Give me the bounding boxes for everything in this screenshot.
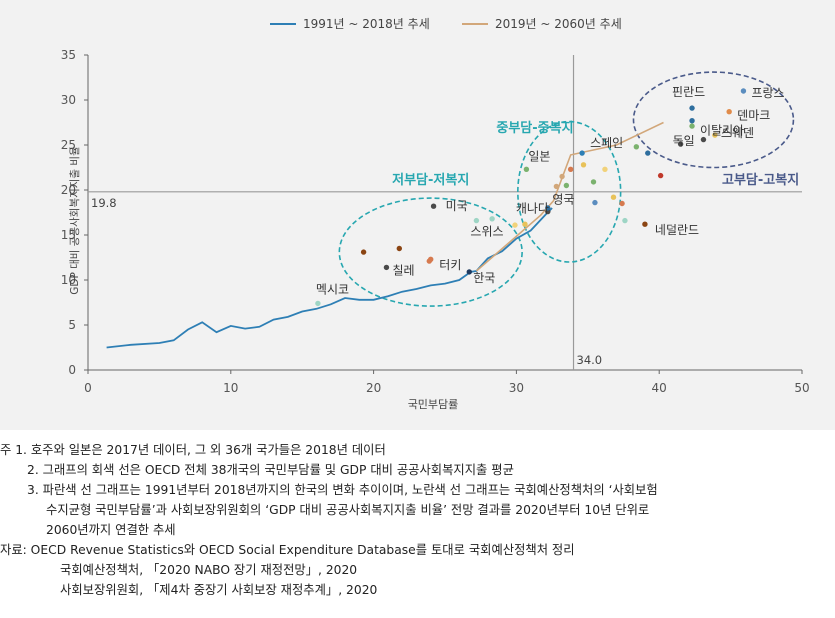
group-ellipse <box>517 120 622 263</box>
x-tick-label: 0 <box>84 381 92 395</box>
y-tick-label: 25 <box>61 138 76 152</box>
country-point <box>579 150 585 156</box>
y-tick-label: 10 <box>61 273 76 287</box>
note-3-line-1: 3. 파란색 선 그래프는 1991년부터 2018년까지의 한국의 변화 추이… <box>27 483 658 497</box>
scatter-chart: 0 5 10 15 20 25 30 35 0 10 20 30 40 50 국민부담률 GDP 대비 공공사… <box>61 17 810 411</box>
country-label: 캐나다 <box>516 202 549 216</box>
country-point <box>700 136 707 143</box>
country-point <box>689 105 695 111</box>
country-point <box>740 88 747 94</box>
country-point <box>473 217 480 224</box>
x-tick-label: 50 <box>794 381 809 395</box>
country-point <box>360 249 367 255</box>
x-axis-label: 국민부담률 <box>408 398 459 411</box>
y-tick-label: 20 <box>61 183 76 197</box>
group-label: 중부담-중복지 <box>496 121 573 136</box>
y-tick-label: 5 <box>68 318 76 332</box>
group-label: 저부담-저복지 <box>392 173 469 188</box>
country-label: 미국 <box>446 199 468 213</box>
x-tick-label: 30 <box>509 381 524 395</box>
average-welfare-label: 19.8 <box>91 196 117 210</box>
country-point <box>567 166 574 172</box>
country-label: 스웨덴 <box>721 126 754 140</box>
country-point <box>610 194 617 200</box>
country-point <box>466 269 472 275</box>
country-point <box>580 162 587 168</box>
country-point <box>559 173 565 180</box>
country-point <box>657 172 664 179</box>
country-label: 독일 <box>673 134 695 148</box>
country-label: 덴마크 <box>737 109 770 123</box>
country-label: 프랑스 <box>751 86 784 100</box>
country-point <box>522 221 528 227</box>
country-point <box>592 199 598 206</box>
country-point <box>553 183 560 190</box>
country-point <box>622 217 628 224</box>
y-axis-label: GDP 대비 공공사회복지지출 비율 <box>69 146 81 295</box>
note-3-line-3: 2060년까지 연결한 추세 <box>46 523 176 537</box>
country-point <box>523 166 530 172</box>
y-tick-label: 35 <box>61 48 76 62</box>
note-1: 주 1. 호주와 일본은 2017년 데이터, 그 외 36개 국가들은 201… <box>0 443 386 457</box>
source-3: 사회보장위원회, 「제4차 중장기 사회보장 재정추계」, 2020 <box>60 583 378 597</box>
group-ellipse <box>338 197 523 307</box>
country-point <box>633 144 640 150</box>
legend-label: 1991년 ~ 2018년 추세 <box>303 17 430 31</box>
country-point <box>563 182 570 189</box>
country-point <box>512 222 518 228</box>
country-label: 칠레 <box>392 263 414 277</box>
country-point <box>383 264 390 271</box>
country-label: 스페인 <box>590 136 623 150</box>
country-label: 핀란드 <box>672 85 705 99</box>
legend-label: 2019년 ~ 2060년 추세 <box>495 17 622 31</box>
country-point <box>396 245 403 252</box>
country-point <box>619 200 625 207</box>
x-tick-label: 40 <box>652 381 667 395</box>
country-point <box>726 109 732 115</box>
country-point <box>689 123 695 129</box>
x-tick-label: 20 <box>366 381 381 395</box>
country-label: 멕시코 <box>316 282 349 296</box>
country-label: 네덜란드 <box>655 223 699 237</box>
y-tick-label: 30 <box>61 93 76 107</box>
country-point <box>489 216 495 222</box>
country-point <box>712 132 718 138</box>
note-3-line-2: 수지균형 국민부담률’과 사회보장위원회의 ‘GDP 대비 공공사회복지지출 비… <box>46 503 650 517</box>
country-point <box>315 300 321 307</box>
country-point <box>645 150 651 156</box>
country-label: 스위스 <box>470 225 503 239</box>
country-label: 일본 <box>528 149 550 163</box>
country-point <box>677 141 684 147</box>
average-burden-label: 34.0 <box>577 353 603 367</box>
country-label: 터키 <box>439 258 461 272</box>
country-label: 이탈리아 <box>700 124 744 138</box>
group-ellipse <box>632 71 795 169</box>
chart-area: 0 5 10 15 20 25 30 35 0 10 20 30 40 50 국민부담률 GDP 대비 공공사… <box>0 0 835 430</box>
country-point <box>545 205 551 211</box>
note-2: 2. 그래프의 회색 선은 OECD 전체 38개국의 국민부담률 및 GDP … <box>27 463 514 477</box>
country-point <box>590 179 597 185</box>
country-point <box>430 203 437 209</box>
country-label: 영국 <box>552 193 574 207</box>
korea-trend-1991-2018 <box>106 207 553 349</box>
source-2: 국회예산정책처, 「2020 NABO 장기 재정전망」, 2020 <box>60 563 358 577</box>
country-point <box>602 166 608 172</box>
country-point <box>428 256 434 262</box>
group-label: 고부담-고복지 <box>722 173 799 188</box>
y-tick-label: 0 <box>68 363 76 377</box>
country-point <box>689 118 695 124</box>
x-tick-label: 10 <box>223 381 238 395</box>
country-label: 한국 <box>473 271 495 285</box>
y-tick-label: 15 <box>61 228 76 242</box>
country-point <box>642 221 648 227</box>
source-1: 자료: OECD Revenue Statistics와 OECD Social… <box>0 543 575 557</box>
